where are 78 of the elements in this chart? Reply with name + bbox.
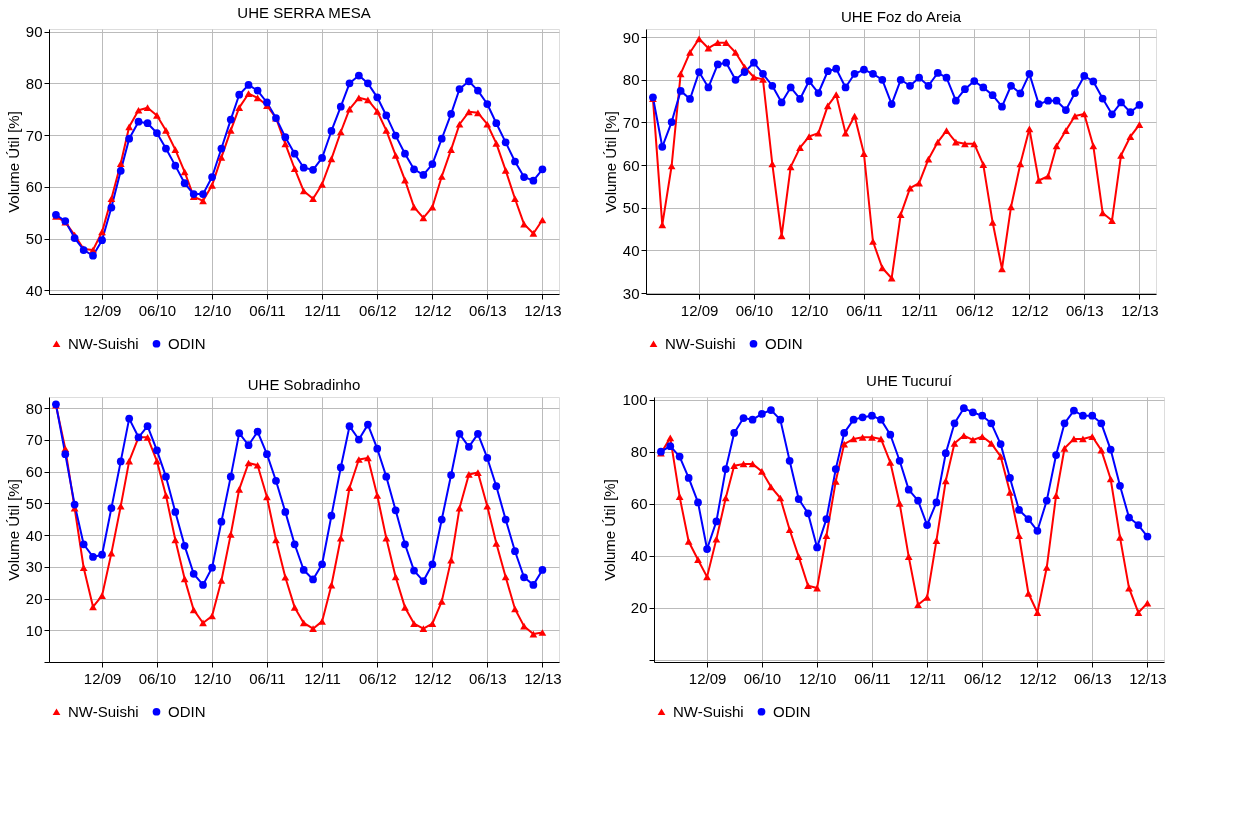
y-tick-label: 70 [25,126,43,144]
chart-title: UHE Tucuruí [866,371,953,389]
chart-title: UHE Sobradinho [247,376,361,393]
y-tick-label: 70 [622,113,640,131]
legend-label: NW-Suishi [665,334,736,352]
legend-label: ODIN [765,334,803,352]
x-tick-label: 06/11 [854,669,891,687]
legend-label: ODIN [168,702,206,720]
y-tick-label: 40 [630,547,648,565]
y-tick-label: 40 [622,241,640,259]
x-tick-label: 12/10 [798,669,837,687]
x-tick-label: 06/12 [963,669,1002,687]
x-tick-label: 06/12 [358,301,397,319]
x-tick-label: 12/09 [83,301,122,319]
y-tick-label: 90 [622,28,640,46]
x-tick-label: 12/13 [524,301,562,319]
x-tick-label: 12/10 [193,301,232,319]
x-tick-label: 12/09 [688,669,727,687]
x-tick-label: 06/12 [358,669,397,687]
chart-title: UHE SERRA MESA [237,3,371,21]
x-tick-label: 06/11 [249,301,286,319]
x-tick-label: 12/13 [524,669,562,687]
y-tick-label: 40 [25,281,43,299]
x-tick-label: 06/13 [468,669,507,687]
x-tick-label: 06/11 [846,301,883,319]
x-tick-label: 12/12 [414,301,452,319]
y-tick-label: 30 [622,284,640,302]
y-axis-title: Volume Útil [%] [601,111,619,213]
legend-label: NW-Suishi [68,334,139,352]
x-tick-label: 12/12 [1019,669,1057,687]
y-tick-label: 40 [25,526,43,544]
x-tick-label: 12/13 [1121,301,1159,319]
x-tick-label: 12/09 [83,669,122,687]
y-tick-label: 10 [25,621,43,639]
y-tick-label: 30 [25,558,43,576]
x-tick-label: 06/13 [468,301,507,319]
legend-label: NW-Suishi [68,702,139,720]
x-tick-label: 12/11 [909,669,946,687]
x-tick-label: 12/10 [790,301,829,319]
x-tick-label: 06/10 [743,669,782,687]
y-tick-label: 50 [25,494,43,512]
y-tick-label: 70 [25,431,43,449]
y-tick-label: 100 [622,391,648,409]
x-tick-label: 12/09 [680,301,719,319]
x-tick-label: 06/10 [735,301,774,319]
x-tick-label: 06/11 [249,669,286,687]
x-tick-label: 12/11 [304,669,341,687]
y-tick-label: 60 [630,495,648,513]
y-tick-label: 60 [622,156,640,174]
x-tick-label: 12/13 [1129,669,1167,687]
x-tick-label: 12/11 [901,301,938,319]
y-tick-label: 80 [630,443,648,461]
x-tick-label: 12/10 [193,669,232,687]
y-tick-label: 80 [25,399,43,417]
y-axis-title: Volume Útil [%] [601,479,619,581]
y-tick-label: 20 [630,599,648,617]
y-axis-title: Volume Útil [%] [4,111,22,213]
x-tick-label: 06/10 [138,669,177,687]
y-tick-label: 80 [25,74,43,92]
chart-title: UHE Foz do Areia [840,8,962,25]
x-tick-label: 12/12 [414,669,452,687]
y-tick-label: 80 [622,71,640,89]
x-tick-label: 06/12 [955,301,994,319]
y-tick-label: 90 [25,23,43,41]
x-tick-label: 12/12 [1011,301,1049,319]
y-tick-label: 50 [622,199,640,217]
x-tick-label: 06/13 [1073,669,1112,687]
legend-label: ODIN [168,334,206,352]
y-tick-label: 60 [25,178,43,196]
x-tick-label: 06/13 [1065,301,1104,319]
y-axis-title: Volume Útil [%] [4,479,22,581]
legend-label: NW-Suishi [673,702,744,720]
x-tick-label: 06/10 [138,301,177,319]
legend-label: ODIN [773,702,811,720]
y-tick-label: 50 [25,230,43,248]
x-tick-label: 12/11 [304,301,341,319]
y-tick-label: 20 [25,590,43,608]
y-tick-label: 60 [25,463,43,481]
